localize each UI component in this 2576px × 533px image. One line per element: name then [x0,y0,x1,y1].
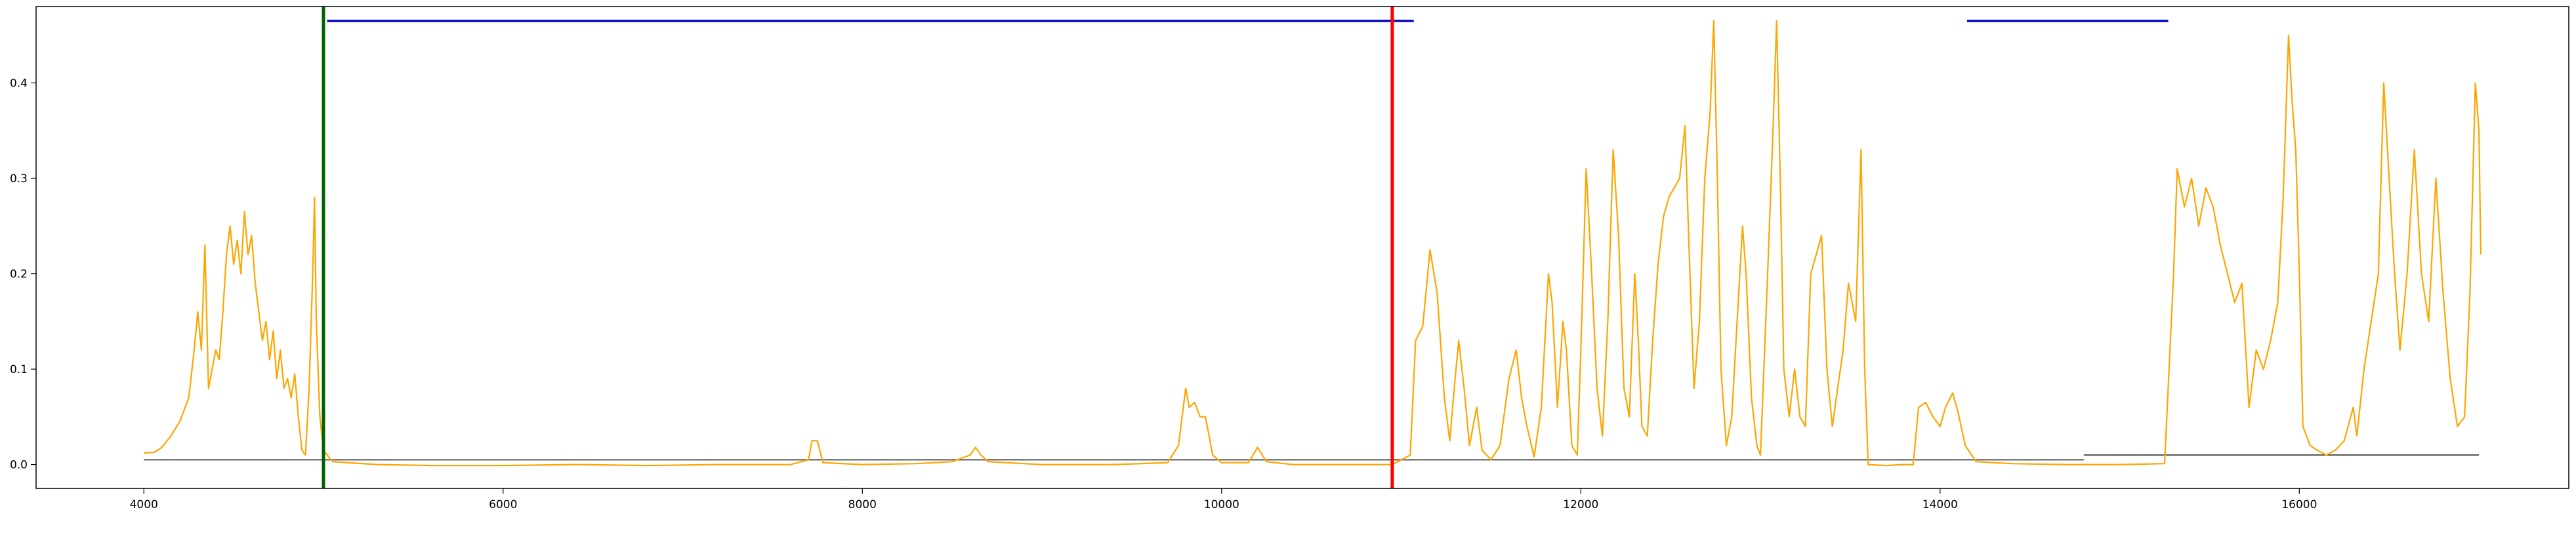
x-tick-label: 16000 [2281,498,2317,511]
y-tick-label: 0.4 [10,77,28,90]
plot-frame [35,6,2569,489]
x-tick-label: 14000 [1922,498,1958,511]
y-tick-label: 0.0 [10,459,28,472]
baseline-lines [144,454,2480,461]
signal-series-line [144,20,2482,467]
y-axis-ticks: 0.0 0.1 0.2 0.3 0.4 [10,77,36,472]
x-tick-label: 4000 [130,498,158,511]
x-tick-label: 12000 [1563,498,1598,511]
vertical-marker-lines [322,7,1394,488]
y-tick-label: 0.2 [10,268,28,281]
x-tick-label: 10000 [1204,498,1239,511]
y-tick-label: 0.1 [10,363,28,376]
x-tick-label: 6000 [489,498,517,511]
y-tick-label: 0.3 [10,172,28,186]
x-axis-ticks: 4000 6000 8000 10000 12000 14000 16000 [130,488,2317,511]
x-tick-label: 8000 [848,498,877,511]
